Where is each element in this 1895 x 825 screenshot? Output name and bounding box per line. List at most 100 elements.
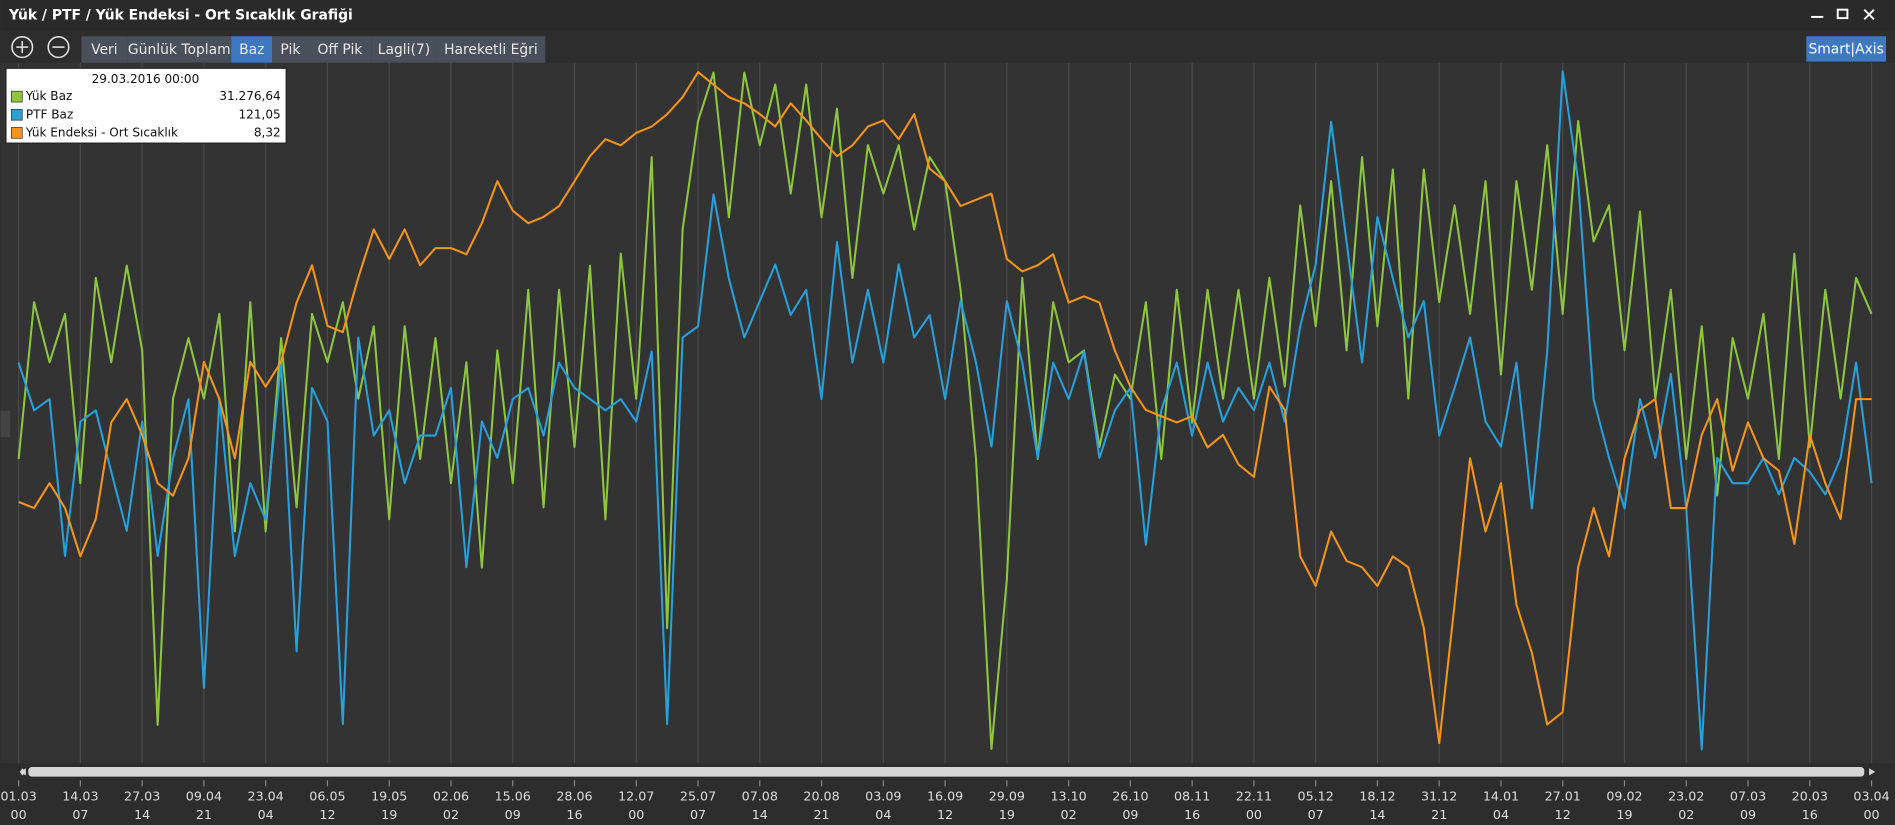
x-tick-label: 20.03 bbox=[1792, 789, 1828, 804]
x-tick-label: 31.12 bbox=[1421, 789, 1457, 804]
toolbar-button[interactable] bbox=[436, 36, 546, 63]
x-tick-sublabel: 00 bbox=[1863, 807, 1879, 822]
x-tick-sublabel: 21 bbox=[813, 807, 829, 822]
scroll-left[interactable] bbox=[19, 768, 26, 776]
x-tick-sublabel: 00 bbox=[1246, 807, 1262, 822]
x-tick-label: 14.01 bbox=[1483, 789, 1519, 804]
x-tick-label: 01.03 bbox=[0, 789, 36, 804]
smart-axis-button[interactable] bbox=[1806, 36, 1887, 62]
x-tick-sublabel: 00 bbox=[628, 807, 644, 822]
zoom-in-button[interactable] bbox=[11, 36, 34, 59]
tooltip-value: 8,32 bbox=[254, 125, 281, 139]
x-tick-label: 23.02 bbox=[1668, 789, 1704, 804]
zoom-out-button[interactable] bbox=[47, 36, 70, 59]
toolbar-button-label: Pik bbox=[280, 42, 300, 58]
toolbar-button-label: Off Pik bbox=[318, 42, 363, 58]
legend-swatch bbox=[11, 127, 23, 139]
x-tick-sublabel: 09 bbox=[1122, 807, 1138, 822]
x-tick-sublabel: 21 bbox=[1431, 807, 1447, 822]
maximize-button[interactable] bbox=[1836, 8, 1849, 20]
smart-axis-label: Smart|Axis bbox=[1808, 42, 1883, 58]
x-tick-label: 09.04 bbox=[186, 789, 222, 804]
toolbar-button[interactable] bbox=[81, 36, 128, 63]
x-tick-sublabel: 04 bbox=[258, 807, 274, 822]
toolbar-button[interactable] bbox=[308, 36, 372, 63]
toolbar-button-label: Hareketli Eğri bbox=[444, 42, 538, 58]
x-tick-label: 07.03 bbox=[1730, 789, 1766, 804]
x-tick-sublabel: 02 bbox=[1678, 807, 1694, 822]
x-tick-sublabel: 19 bbox=[1616, 807, 1632, 822]
x-tick-sublabel: 04 bbox=[875, 807, 891, 822]
x-tick-sublabel: 07 bbox=[690, 807, 706, 822]
tooltip-box bbox=[5, 67, 287, 144]
toolbar-button-label: Baz bbox=[239, 42, 264, 58]
x-tick-label: 05.12 bbox=[1298, 789, 1334, 804]
x-tick-sublabel: 14 bbox=[1369, 807, 1385, 822]
window-title: Yük / PTF / Yük Endeksi - Ort Sıcaklık G… bbox=[8, 8, 353, 24]
x-tick-label: 09.02 bbox=[1606, 789, 1642, 804]
x-tick-label: 26.10 bbox=[1112, 789, 1148, 804]
legend-label: Yük Endeksi - Ort Sıcaklık bbox=[25, 125, 178, 139]
x-axis: 01.03 00 14.03 07 27.03 14 09.04 21 23.04 04 06.05… bbox=[0, 780, 1890, 822]
toolbar-button-label: Lagli(7) bbox=[378, 42, 430, 58]
close-button[interactable] bbox=[1863, 8, 1875, 21]
x-tick-sublabel: 02 bbox=[443, 807, 459, 822]
x-tick-sublabel: 19 bbox=[999, 807, 1015, 822]
x-tick-label: 28.06 bbox=[556, 789, 592, 804]
x-tick-label: 13.10 bbox=[1050, 789, 1086, 804]
x-tick-label: 25.07 bbox=[680, 789, 716, 804]
x-tick-sublabel: 09 bbox=[505, 807, 521, 822]
x-tick-label: 12.07 bbox=[618, 789, 654, 804]
x-tick-sublabel: 21 bbox=[196, 807, 212, 822]
x-tick-label: 18.12 bbox=[1359, 789, 1395, 804]
legend-swatch bbox=[11, 90, 23, 103]
tooltip: 29.03.2016 00:00 Yük Baz 31.276,64 PTF Baz… bbox=[5, 67, 287, 144]
scroll-thumb[interactable] bbox=[28, 767, 1865, 777]
x-tick-label: 02.06 bbox=[433, 789, 469, 804]
x-tick-sublabel: 04 bbox=[1493, 807, 1509, 822]
toolbar-button-label: Günlük Toplam bbox=[128, 42, 231, 58]
toolbar-button[interactable] bbox=[127, 36, 232, 63]
toolbar-button[interactable] bbox=[272, 36, 309, 63]
tooltip-date: 29.03.2016 00:00 bbox=[92, 72, 200, 86]
tooltip-value: 121,05 bbox=[239, 107, 281, 121]
series-lines bbox=[17, 70, 1873, 751]
x-tick-sublabel: 12 bbox=[319, 807, 335, 822]
x-tick-label: 16.09 bbox=[927, 789, 963, 804]
x-tick-sublabel: 02 bbox=[1061, 807, 1077, 822]
scroll-right[interactable] bbox=[1869, 768, 1876, 776]
x-tick-sublabel: 00 bbox=[11, 807, 27, 822]
x-tick-label: 14.03 bbox=[62, 789, 98, 804]
x-tick-label: 06.05 bbox=[309, 789, 345, 804]
x-tick-label: 29.09 bbox=[989, 789, 1025, 804]
toolbar-button[interactable] bbox=[231, 36, 273, 63]
series-line bbox=[18, 71, 1872, 745]
scrollbar bbox=[19, 765, 1876, 778]
side-handle[interactable] bbox=[0, 410, 11, 438]
legend-label: Yük Baz bbox=[25, 89, 72, 103]
toolbar-button[interactable] bbox=[371, 36, 437, 63]
legend-swatch bbox=[11, 108, 23, 121]
x-tick-label: 03.04 bbox=[1853, 789, 1889, 804]
x-tick-sublabel: 12 bbox=[937, 807, 953, 822]
x-tick-label: 15.06 bbox=[495, 789, 531, 804]
x-tick-sublabel: 07 bbox=[1308, 807, 1324, 822]
x-tick-sublabel: 14 bbox=[752, 807, 768, 822]
x-tick-label: 20.08 bbox=[803, 789, 839, 804]
window-controls bbox=[1811, 8, 1875, 21]
grid bbox=[18, 62, 1873, 764]
x-tick-sublabel: 16 bbox=[1802, 807, 1818, 822]
tooltip-value: 31.276,64 bbox=[219, 89, 280, 103]
x-tick-sublabel: 19 bbox=[381, 807, 397, 822]
x-tick-label: 22.11 bbox=[1236, 789, 1272, 804]
toolbar-button-label: Veri bbox=[91, 42, 118, 58]
series-line bbox=[17, 70, 1873, 751]
x-tick-sublabel: 16 bbox=[1184, 807, 1200, 822]
x-tick-label: 27.03 bbox=[124, 789, 160, 804]
x-tick-sublabel: 12 bbox=[1555, 807, 1571, 822]
x-tick-sublabel: 09 bbox=[1740, 807, 1756, 822]
x-tick-sublabel: 07 bbox=[72, 807, 88, 822]
x-tick-label: 19.05 bbox=[371, 789, 407, 804]
toolbar: Veri Günlük Toplam Baz Pik Off Pik Lagli(7) Ha… bbox=[81, 36, 546, 63]
